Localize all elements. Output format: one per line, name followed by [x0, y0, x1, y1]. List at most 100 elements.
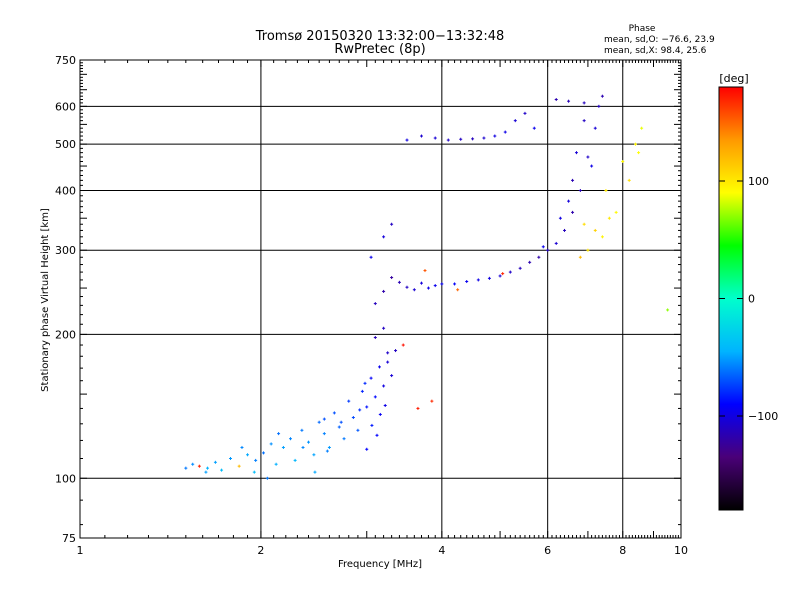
y-tick-label: 400 [55, 184, 76, 197]
data-point-cross [587, 155, 589, 159]
data-point-cross [417, 406, 419, 410]
data-point-cross [555, 98, 557, 102]
data-point-cross [214, 460, 216, 464]
colorbar-tick-label: 0 [748, 293, 755, 306]
data-point-cross [555, 241, 557, 245]
x-tick-label: 1 [77, 544, 84, 557]
data-point-cross [308, 440, 310, 444]
data-point-cross [502, 272, 504, 276]
data-point-cross [361, 389, 363, 393]
data-point-cross [374, 395, 376, 399]
data-point-cross [391, 374, 393, 378]
data-point-cross [413, 288, 415, 292]
data-point-cross [323, 432, 325, 436]
chart-title: Tromsø 20150320 13:32:00−13:32:48 [255, 29, 505, 44]
data-point-cross [638, 151, 640, 155]
data-points [184, 94, 670, 480]
data-point-cross [247, 453, 249, 457]
data-point-cross [370, 376, 372, 380]
data-point-cross [313, 453, 315, 457]
data-point-cross [499, 274, 501, 278]
plot-frame [79, 59, 682, 539]
data-point-cross [420, 134, 422, 138]
data-point-cross [572, 178, 574, 182]
data-point-cross [583, 119, 585, 123]
data-point-cross [323, 417, 325, 421]
data-point-cross [524, 111, 526, 115]
data-point-cross [376, 433, 378, 437]
data-point-cross [424, 269, 426, 273]
data-point-cross [378, 365, 380, 369]
data-point-cross [538, 255, 540, 259]
data-point-cross [488, 276, 490, 280]
data-point-cross [207, 466, 209, 470]
data-point-cross [383, 384, 385, 388]
y-tick-label: 300 [55, 244, 76, 257]
data-point-cross [238, 464, 240, 468]
data-point-cross [615, 210, 617, 214]
data-point-cross [628, 178, 630, 182]
data-point-cross [427, 286, 429, 290]
data-point-cross [420, 281, 422, 285]
colorbar-ticks: 100 0 −100 [719, 175, 778, 423]
data-point-cross [483, 136, 485, 140]
data-point-cross [457, 288, 459, 292]
data-point-cross [568, 99, 570, 103]
data-point-cross [579, 255, 581, 259]
data-point-cross [294, 458, 296, 462]
data-point-cross [383, 289, 385, 293]
y-tick-label: 200 [55, 328, 76, 341]
data-point-cross [608, 216, 610, 220]
x-tick-label: 2 [257, 544, 264, 557]
data-point-cross [379, 412, 381, 416]
data-point-cross [371, 423, 373, 427]
data-point-cross [504, 130, 506, 134]
data-point-cross [364, 381, 366, 385]
data-point-cross [328, 445, 330, 449]
chart-subtitle: RwPretec (8p) [334, 42, 425, 57]
data-point-cross [406, 285, 408, 289]
data-point-cross [302, 445, 304, 449]
y-tick-label: 600 [55, 100, 76, 113]
data-point-cross [263, 451, 265, 455]
data-point-cross [583, 222, 585, 226]
data-point-cross [583, 101, 585, 105]
data-point-cross [622, 159, 624, 163]
data-point-cross [494, 134, 496, 138]
data-point-cross [434, 284, 436, 288]
data-point-cross [266, 476, 268, 480]
data-point-cross [333, 411, 335, 415]
data-point-cross [579, 188, 581, 192]
data-point-cross [270, 442, 272, 446]
data-point-cross [564, 228, 566, 232]
data-point-cross [454, 282, 456, 286]
y-tick-labels: 75 100 200 300 400 500 600 750 [55, 54, 76, 545]
plot-area [80, 60, 681, 538]
data-point-cross [391, 276, 393, 280]
data-point-cross [391, 222, 393, 226]
data-point-cross [529, 260, 531, 264]
data-point-cross [594, 228, 596, 232]
data-point-cross [348, 399, 350, 403]
data-point-cross [447, 138, 449, 142]
data-point-cross [230, 456, 232, 460]
data-point-cross [383, 326, 385, 330]
colorbar-tick-label: −100 [748, 410, 778, 423]
data-point-cross [472, 137, 474, 141]
data-point-cross [605, 188, 607, 192]
data-point-cross [572, 210, 574, 214]
stats-header: Phase [629, 24, 656, 34]
data-point-cross [282, 445, 284, 449]
data-point-cross [434, 136, 436, 140]
data-point-cross [289, 437, 291, 441]
data-point-cross [634, 142, 636, 146]
grid-lines [80, 60, 681, 538]
data-point-cross [340, 420, 342, 424]
x-tick-label: 4 [438, 544, 445, 557]
colorbar-label: [deg] [719, 72, 748, 85]
stats-line-x: mean, sd,X: 98.4, 25.6 [604, 46, 707, 56]
x-tick-label: 6 [544, 544, 551, 557]
data-point-cross [192, 462, 194, 466]
data-point-cross [343, 437, 345, 441]
data-point-cross [533, 126, 535, 130]
